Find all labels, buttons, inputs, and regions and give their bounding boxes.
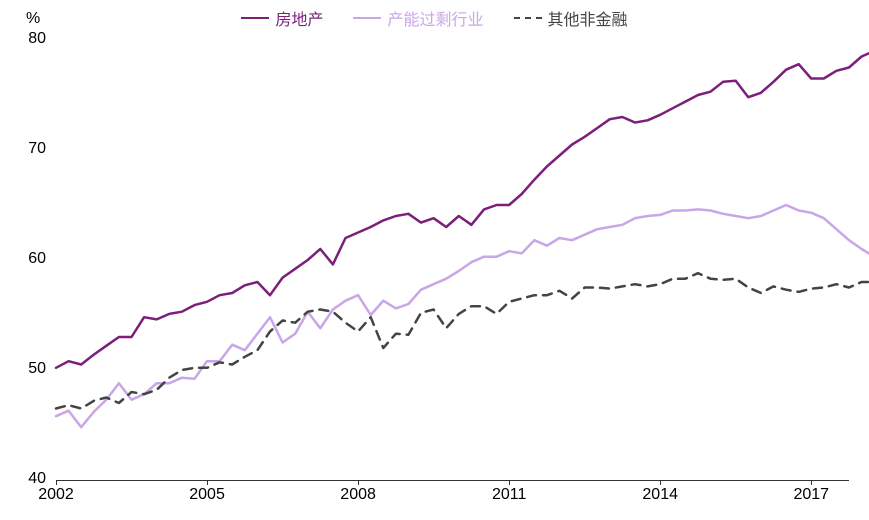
x-tick-label: 2008	[340, 486, 376, 504]
x-tick-label: 2011	[492, 486, 526, 504]
series-overcapacity	[56, 205, 869, 427]
x-tick-mark	[811, 480, 812, 485]
series-real_estate	[56, 51, 869, 368]
x-tick-label: 2005	[189, 486, 225, 504]
x-tick-mark	[509, 480, 510, 485]
x-tick-label: 2014	[642, 486, 678, 504]
y-tick-label: 80	[12, 30, 46, 48]
x-axis-line	[56, 480, 849, 481]
x-tick-mark	[207, 480, 208, 485]
x-tick-mark	[358, 480, 359, 485]
y-tick-label: 60	[12, 250, 46, 268]
series-other_nonfin	[56, 273, 869, 408]
x-tick-label: 2017	[793, 486, 829, 504]
x-tick-mark	[56, 480, 57, 485]
x-tick-label: 2002	[38, 486, 74, 504]
y-tick-label: 50	[12, 360, 46, 378]
y-tick-label: 70	[12, 140, 46, 158]
plot-area	[0, 0, 869, 520]
chart-container: 房地产产能过剩行业其他非金融 % 40506070802002200520082…	[0, 0, 869, 520]
x-tick-mark	[660, 480, 661, 485]
